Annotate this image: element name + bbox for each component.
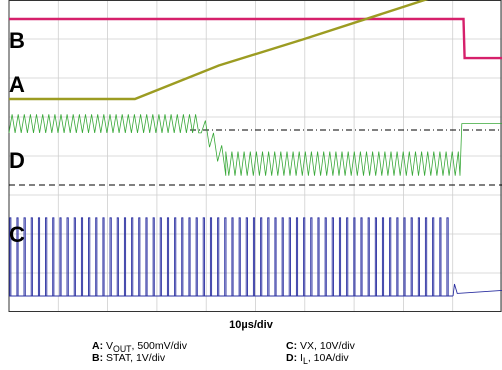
legend-A-scale: , 500mV/div [131, 340, 187, 352]
trace-C [9, 217, 502, 297]
legend-D-scale: , 10A/div [307, 352, 349, 364]
legend-B: B: STAT, 1V/div [92, 352, 165, 364]
traces [8, 0, 502, 297]
marker-B: B [9, 28, 25, 53]
legend-A: A: VOUT, 500mV/div [92, 340, 187, 355]
oscilloscope-screen: B A D C [8, 0, 502, 312]
marker-A: A [9, 72, 25, 97]
marker-D: D [9, 148, 25, 173]
legend-C-name: VX, 10V/div [300, 340, 355, 352]
legend-A-sub: OUT [113, 344, 132, 355]
legend-D-name: I [300, 352, 303, 364]
timebase-label: 10µs/div [229, 319, 273, 331]
grid-border [8, 0, 502, 312]
legend-C-letter: C: [286, 340, 298, 352]
legend-A-name: V [106, 340, 114, 352]
legend-D: D: IL, 10A/div [286, 352, 349, 367]
legend-B-letter: B: [92, 352, 104, 364]
channel-markers: B A D C [9, 28, 25, 247]
reference-lines [9, 129, 502, 186]
legend-A-letter: A: [92, 340, 104, 352]
legend-B-name: STAT, 1V/div [106, 352, 166, 364]
legend-D-sub: L [302, 356, 308, 367]
trace-B [9, 17, 502, 60]
trace-D [8, 114, 502, 176]
marker-C: C [9, 222, 25, 247]
trace-A [9, 0, 429, 101]
legend-D-letter: D: [286, 352, 298, 364]
legend-C: C: VX, 10V/div [286, 340, 355, 352]
